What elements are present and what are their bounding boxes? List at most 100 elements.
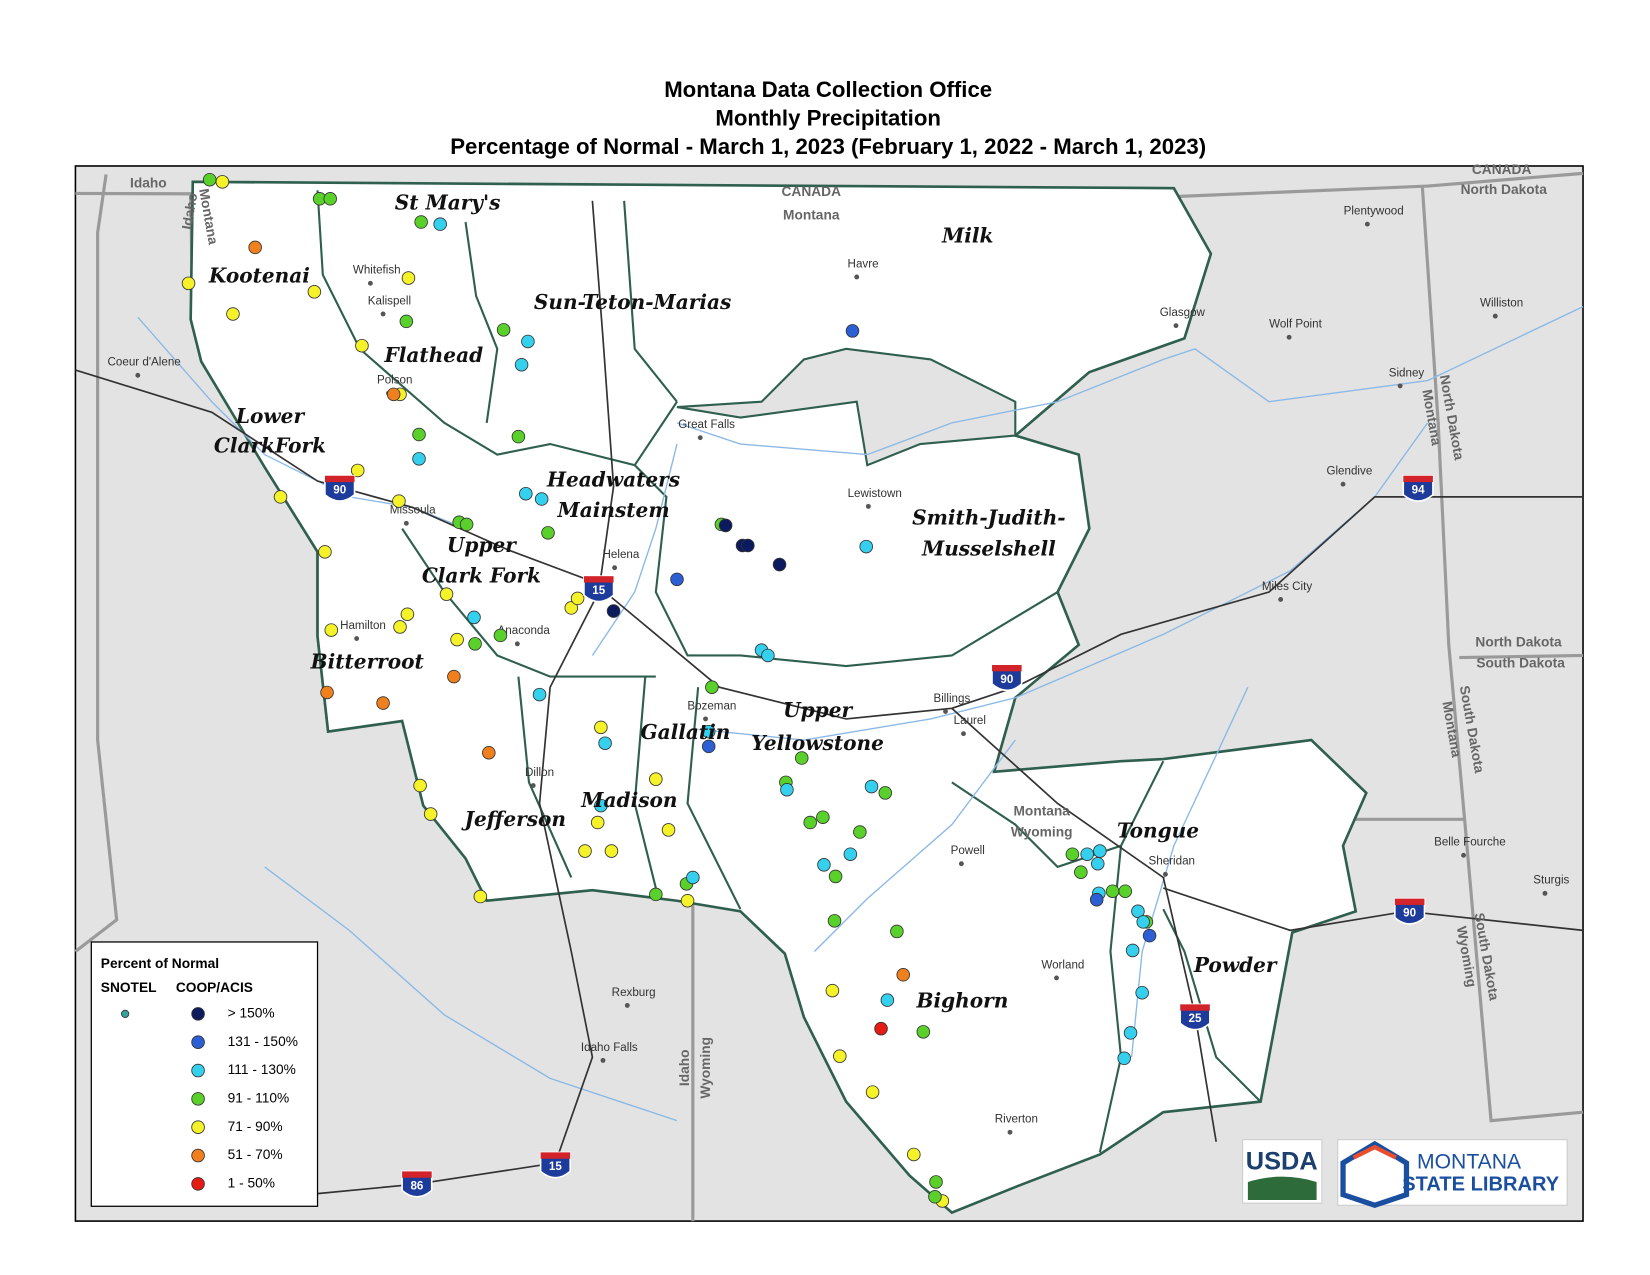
divide	[1098, 845, 1123, 1153]
msl-logo	[1337, 1139, 1568, 1206]
station	[521, 334, 535, 349]
station	[393, 620, 407, 634]
title: Montana Data Collection Office Monthly Pr…	[450, 77, 1206, 159]
station	[594, 720, 608, 735]
city-dot	[961, 731, 966, 737]
shield-top	[1180, 1004, 1210, 1011]
river	[676, 305, 1584, 456]
legend-label: > 150%	[228, 1005, 275, 1020]
legend-label: 51 - 70%	[228, 1147, 283, 1162]
places: WhitefishKalispellPolsonMissoulaHamilton…	[108, 205, 1570, 1135]
station	[450, 632, 464, 647]
city-label: Laurel	[954, 714, 986, 727]
highway-number: 90	[333, 484, 346, 497]
excluded-area	[676, 347, 1017, 467]
divide	[951, 760, 1165, 869]
city-label: Billings	[933, 692, 970, 705]
basin-label: Musselshell	[921, 536, 1056, 560]
station	[670, 572, 684, 587]
city-dot	[697, 435, 703, 441]
city-label: Plentywood	[1344, 205, 1404, 218]
station	[511, 429, 526, 444]
divide	[401, 528, 656, 678]
city-dot	[135, 372, 141, 378]
station	[865, 1085, 880, 1099]
city-dot	[703, 716, 708, 722]
station	[649, 772, 663, 786]
station	[318, 545, 332, 559]
city-dot	[380, 311, 386, 317]
station	[1135, 985, 1149, 1000]
city-dot	[367, 280, 373, 286]
city-label: Anaconda	[498, 624, 551, 637]
usda-field	[1247, 1176, 1317, 1200]
station	[803, 815, 817, 830]
interstate	[1163, 887, 1584, 932]
usda-text: USDA	[1246, 1148, 1318, 1176]
station	[355, 338, 369, 353]
station	[916, 1025, 931, 1039]
city-label: Rexburg	[612, 986, 656, 999]
river	[591, 443, 678, 656]
station	[532, 687, 547, 702]
city-label: Hamilton	[340, 619, 386, 632]
basin-label: ClarkFork	[214, 434, 326, 458]
highway-number: 90	[1403, 906, 1416, 919]
divide	[316, 190, 678, 467]
city-dot	[1397, 383, 1403, 389]
station	[1131, 904, 1145, 919]
station	[514, 357, 529, 372]
station	[853, 825, 867, 839]
station	[604, 844, 619, 858]
city-label: Powell	[951, 844, 985, 857]
station	[594, 798, 608, 813]
city-dot	[403, 520, 409, 526]
city-dot	[1054, 975, 1059, 981]
shield-top	[324, 475, 355, 483]
legend-swatch	[191, 1063, 205, 1078]
shield-top	[402, 1171, 432, 1178]
city-label: Miles City	[1262, 580, 1313, 593]
basin-label: Gallatin	[640, 720, 730, 744]
station	[845, 324, 860, 338]
city-label: Glasgow	[1160, 306, 1206, 319]
region-label: CANADA	[781, 184, 841, 199]
nd-sd-border	[1459, 653, 1584, 660]
basin-label: Mainstem	[557, 498, 670, 522]
city-label: Lewistown	[848, 487, 902, 500]
city-dot	[1162, 871, 1168, 877]
station	[541, 526, 555, 540]
city-label: Great Falls	[678, 418, 735, 431]
divide	[633, 464, 1059, 668]
city-label: Polson	[377, 374, 413, 387]
station	[1118, 884, 1133, 898]
station	[896, 967, 910, 982]
city-dot	[1278, 597, 1284, 602]
shield-top	[1394, 898, 1425, 905]
msl-mark	[1340, 1140, 1410, 1209]
basin-label: Bighorn	[916, 989, 1009, 1013]
station	[323, 191, 337, 206]
city-label: Glendive	[1326, 465, 1372, 478]
station	[350, 463, 365, 478]
basin-divides	[316, 190, 1262, 1153]
divide	[633, 676, 657, 889]
city-dot	[1542, 890, 1548, 896]
station	[459, 517, 474, 532]
roads	[75, 200, 1584, 1196]
station	[412, 427, 426, 442]
legend-column: SNOTEL	[101, 980, 157, 995]
station	[878, 786, 893, 800]
station	[1142, 928, 1157, 943]
region-label: South Dakota	[1476, 656, 1565, 671]
station	[1105, 884, 1120, 898]
city-dot	[1173, 323, 1179, 329]
station	[1080, 847, 1094, 861]
basin-label: Smith-Judith-	[912, 506, 1066, 530]
legend-swatch	[191, 1177, 205, 1191]
city-label: Riverton	[995, 1113, 1038, 1126]
station	[412, 452, 426, 466]
basin-label: Yellowstone	[751, 731, 884, 755]
basin-label: Sun-Teton-Marias	[534, 290, 731, 314]
